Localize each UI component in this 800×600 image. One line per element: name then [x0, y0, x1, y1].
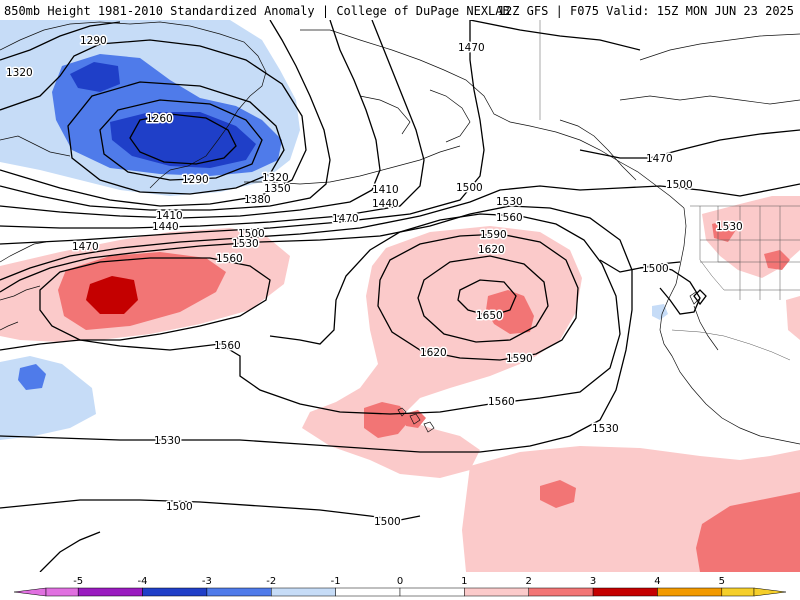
contour-label: 1560	[216, 253, 243, 265]
anomaly-colorbar: -5 -4 -3 -2 -1 0 1 2 3 4 5	[13, 576, 787, 597]
colorbar-tick-label: -2	[266, 576, 276, 587]
colorbar-segment	[528, 587, 594, 597]
colorbar-segment	[142, 587, 208, 597]
contour-label: 1470	[646, 153, 673, 165]
header-bar: 850mb Height 1981-2010 Standardized Anom…	[0, 0, 800, 20]
colorbar-segment	[592, 587, 658, 597]
coastlines	[0, 21, 800, 445]
negative-anomaly-region-7	[652, 304, 668, 320]
colorbar-tick-label: 1	[461, 576, 467, 587]
positive-anomaly-region-3	[86, 276, 138, 314]
contour-label: 1620	[478, 244, 505, 256]
contour-label: 1290	[182, 174, 209, 186]
colorbar-segment	[464, 587, 529, 597]
contour-label: 1380	[244, 194, 271, 206]
positive-anomaly-region-7	[404, 410, 426, 428]
positive-anomaly-region-10	[696, 492, 800, 572]
contour-label: 1530	[716, 221, 743, 233]
contour-label: 1620	[420, 347, 447, 359]
colorbar-segment	[77, 587, 143, 597]
colorbar-tick-label: -3	[202, 576, 212, 587]
map-panel: 1290 1320 1260 1290 1320 1350 1380 1410 …	[0, 20, 800, 572]
contour-label: 1500	[374, 516, 401, 528]
arrow-right-icon	[753, 587, 787, 597]
contour-label: 1500	[166, 501, 193, 513]
contour-label: 1320	[6, 67, 33, 79]
contour-label: 1560	[488, 396, 515, 408]
contour-label: 1560	[496, 212, 523, 224]
negative-anomaly-region-5	[0, 356, 96, 440]
contour-label: 1590	[506, 353, 533, 365]
contour-label: 1530	[496, 196, 523, 208]
colorbar-segment	[721, 587, 755, 597]
colorbar-tick-label: -5	[73, 576, 83, 587]
positive-anomaly-region-5	[486, 290, 534, 334]
colorbar-tick-label: 0	[397, 576, 403, 587]
contour-label: 1500	[456, 182, 483, 194]
contour-label: 1530	[154, 435, 181, 447]
colorbar-segment	[335, 587, 401, 597]
colorbar-tick-label: -1	[331, 576, 341, 587]
colorbar-tick-label: 2	[526, 576, 532, 587]
model-run-info: 12Z GFS | F075 Valid: 15Z MON JUN 23 202…	[497, 4, 794, 18]
positive-anomaly-region-13	[764, 250, 790, 270]
negative-anomaly-region-4	[70, 62, 120, 92]
contour-label: 1290	[80, 35, 107, 47]
contour-label: 1530	[232, 238, 259, 250]
contour-label: 1320	[262, 172, 289, 184]
contour-label: 1410	[372, 184, 399, 196]
height-contours	[0, 20, 800, 572]
colorbar-tick-label: 3	[590, 576, 596, 587]
colorbar-segment	[206, 587, 272, 597]
contour-label: 1500	[666, 179, 693, 191]
contour-label: 1260	[146, 113, 173, 125]
colorbar-segment	[399, 587, 465, 597]
contour-label: 1500	[642, 263, 669, 275]
colorbar-tick-labels: -5 -4 -3 -2 -1 0 1 2 3 4 5	[73, 576, 725, 587]
contour-label: 1590	[480, 229, 507, 241]
political-borders	[539, 20, 800, 361]
anomaly-shading	[0, 20, 800, 572]
contour-label: 1470	[72, 241, 99, 253]
colorbar-segment	[657, 587, 723, 597]
positive-anomaly-region-9	[540, 480, 576, 508]
contour-label: 1350	[264, 183, 291, 195]
colorbar-tick-label: 5	[719, 576, 725, 587]
colorbar-segments	[45, 587, 755, 597]
map-title: 850mb Height 1981-2010 Standardized Anom…	[4, 4, 510, 18]
colorbar-segment	[45, 587, 79, 597]
contour-label: 1530	[592, 423, 619, 435]
negative-anomaly-region-6	[18, 364, 46, 390]
contour-label: 1470	[332, 213, 359, 225]
contour-label: 1440	[372, 198, 399, 210]
colorbar-tick-label: 4	[654, 576, 660, 587]
positive-anomaly-region-14	[786, 296, 800, 340]
contour-labels: 1290 1320 1260 1290 1320 1350 1380 1410 …	[5, 34, 745, 530]
arrow-left-icon	[13, 587, 47, 597]
contour-label: 1560	[214, 340, 241, 352]
colorbar-segment	[271, 587, 336, 597]
colorbar-tick-label: -4	[138, 576, 148, 587]
contour-label: 1440	[152, 221, 179, 233]
contour-label: 1500	[238, 228, 265, 240]
contour-label: 1650	[476, 310, 503, 322]
contour-label: 1470	[458, 42, 485, 54]
contour-label: 1410	[156, 210, 183, 222]
